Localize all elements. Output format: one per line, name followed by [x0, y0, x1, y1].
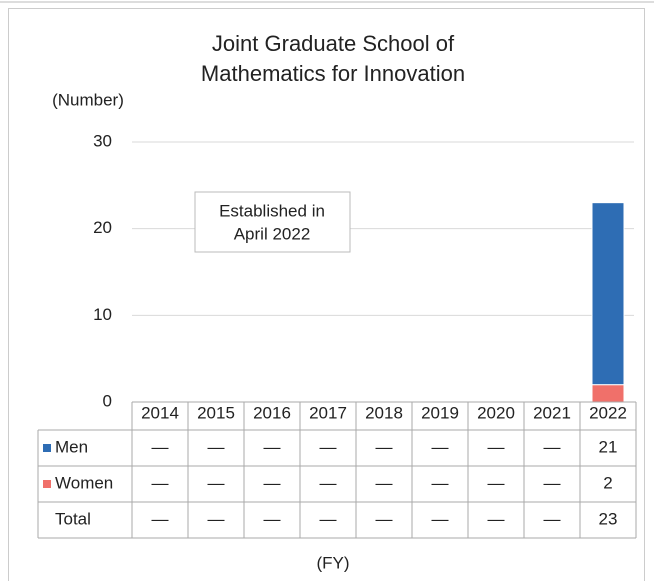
bar — [591, 202, 625, 386]
data-label: — — [544, 509, 561, 528]
x-tick-label: 2018 — [365, 403, 403, 422]
legend-label: Women — [55, 473, 113, 492]
data-label: — — [208, 473, 225, 492]
data-label: 21 — [599, 437, 618, 456]
data-label: — — [152, 437, 169, 456]
chart-title: Mathematics for Innovation — [201, 61, 465, 86]
data-label: — — [544, 473, 561, 492]
data-label: — — [208, 437, 225, 456]
data-label: — — [152, 473, 169, 492]
chart-title: Joint Graduate School of — [212, 31, 455, 56]
x-tick-label: 2021 — [533, 403, 571, 422]
data-label: — — [432, 509, 449, 528]
data-label: — — [376, 509, 393, 528]
legend-label: Men — [55, 437, 88, 456]
legend-swatch — [43, 480, 51, 488]
x-tick-label: 2017 — [309, 403, 347, 422]
y-axis-label: (Number) — [52, 90, 124, 109]
x-tick-label: 2020 — [477, 403, 515, 422]
data-label: — — [264, 473, 281, 492]
annotation-box — [194, 191, 351, 253]
annotation: Established in — [219, 201, 325, 220]
data-label: — — [320, 509, 337, 528]
row-label: Total — [55, 509, 91, 528]
y-tick-label: 10 — [93, 305, 112, 324]
legend-swatch — [43, 444, 51, 452]
data-label: — — [320, 437, 337, 456]
x-tick-label: 2022 — [589, 403, 627, 422]
data-label: — — [488, 473, 505, 492]
data-label: — — [320, 473, 337, 492]
data-label: 23 — [599, 509, 618, 528]
x-tick-label: 2019 — [421, 403, 459, 422]
y-tick-label: 20 — [93, 218, 112, 237]
data-label: — — [208, 509, 225, 528]
bar — [591, 384, 625, 403]
x-tick-label: 2015 — [197, 403, 235, 422]
data-label: — — [432, 437, 449, 456]
y-tick-label: 0 — [103, 391, 112, 410]
data-label: — — [488, 437, 505, 456]
data-label: — — [488, 509, 505, 528]
data-label: — — [432, 473, 449, 492]
data-label: 2 — [603, 473, 612, 492]
data-label: — — [264, 437, 281, 456]
x-axis-label: (FY) — [316, 553, 349, 572]
annotation: April 2022 — [234, 224, 311, 243]
y-tick-label: 30 — [93, 131, 112, 150]
x-tick-label: 2014 — [141, 403, 179, 422]
chart-border — [8, 8, 645, 581]
data-label: — — [376, 437, 393, 456]
x-tick-label: 2016 — [253, 403, 291, 422]
data-label: — — [264, 509, 281, 528]
data-label: — — [544, 437, 561, 456]
data-label: — — [152, 509, 169, 528]
data-label: — — [376, 473, 393, 492]
